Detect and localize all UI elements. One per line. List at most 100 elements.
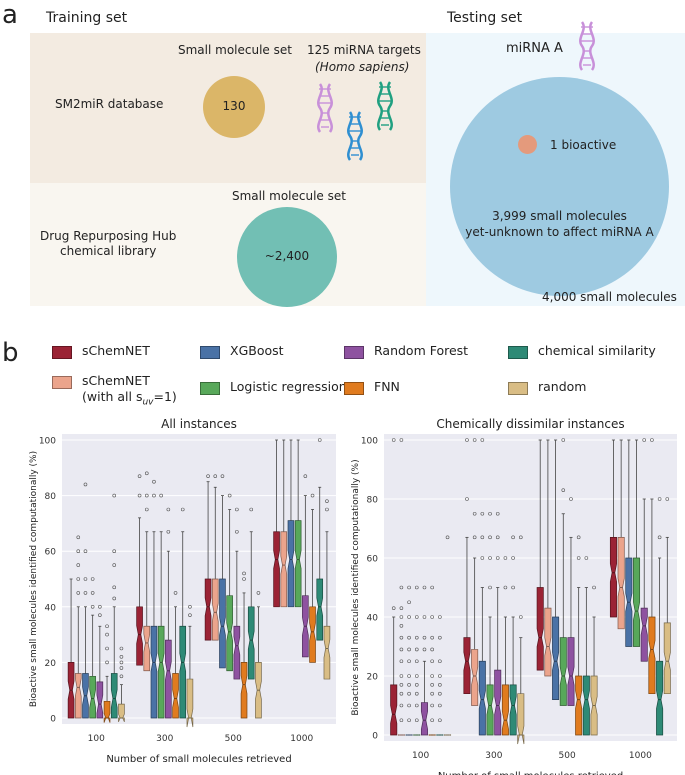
outlier-point bbox=[119, 655, 124, 659]
outlier-point bbox=[119, 666, 124, 670]
panel-b-letter: b bbox=[2, 338, 19, 368]
legend-swatch bbox=[52, 346, 72, 359]
outlier-point bbox=[166, 529, 171, 534]
x-tick-label: 500 bbox=[559, 751, 576, 761]
outlier-point bbox=[438, 683, 442, 687]
outlier-point bbox=[112, 596, 117, 601]
outlier-point bbox=[119, 646, 124, 651]
outlier-point bbox=[407, 718, 411, 723]
outlier-point bbox=[399, 606, 404, 610]
outlier-point bbox=[242, 571, 246, 576]
box bbox=[309, 606, 316, 663]
box bbox=[663, 622, 671, 695]
outlier-point bbox=[407, 615, 411, 619]
bioactive-dot bbox=[518, 135, 537, 154]
box bbox=[136, 606, 143, 666]
outlier-point bbox=[407, 585, 411, 590]
outlier-point bbox=[144, 493, 149, 498]
legend-item-random-forest: Random Forest bbox=[344, 343, 468, 359]
outlier-point bbox=[83, 577, 88, 581]
box bbox=[559, 637, 567, 706]
outlier-point bbox=[112, 549, 117, 553]
box bbox=[89, 675, 96, 719]
legend-label: sChemNET bbox=[82, 343, 150, 358]
outlier-point bbox=[414, 647, 419, 652]
outlier-point bbox=[438, 635, 442, 640]
outlier-point bbox=[399, 615, 404, 619]
outlier-point bbox=[83, 482, 88, 487]
outlier-point bbox=[414, 718, 419, 723]
outlier-point bbox=[518, 615, 523, 619]
outlier-point bbox=[399, 691, 404, 696]
outlier-point bbox=[407, 674, 411, 678]
outlier-point bbox=[98, 613, 102, 617]
box bbox=[273, 531, 280, 608]
outlier-point bbox=[391, 606, 396, 610]
outlier-point bbox=[561, 488, 566, 492]
testing-circle bbox=[450, 77, 669, 296]
mirna-a-label: miRNA A bbox=[506, 41, 563, 56]
y-tick-label: 0 bbox=[50, 715, 56, 725]
box bbox=[517, 693, 525, 745]
outlier-point bbox=[242, 577, 246, 581]
box bbox=[420, 702, 428, 736]
outlier-point bbox=[144, 471, 149, 476]
outlier-point bbox=[488, 535, 492, 540]
outlier-point bbox=[112, 585, 117, 590]
outlier-point bbox=[235, 507, 239, 512]
outlier-point bbox=[152, 493, 156, 498]
outlier-point bbox=[438, 615, 442, 619]
outlier-point bbox=[173, 591, 178, 595]
outlier-point bbox=[399, 683, 404, 687]
outlier-point bbox=[472, 438, 477, 442]
legend-item-fnn: FNN bbox=[344, 379, 400, 395]
box bbox=[544, 607, 552, 677]
outlier-point bbox=[495, 511, 500, 516]
outlier-point bbox=[399, 674, 404, 678]
box bbox=[294, 520, 302, 608]
legend-label-line1: sChemNET bbox=[82, 373, 150, 388]
outlier-point bbox=[407, 600, 411, 605]
box bbox=[478, 660, 486, 736]
outlier-point bbox=[576, 535, 581, 540]
legend-label: Logistic regression bbox=[230, 379, 347, 394]
box bbox=[110, 673, 118, 719]
outlier-point bbox=[407, 683, 411, 687]
box bbox=[501, 684, 509, 736]
outlier-point bbox=[188, 605, 192, 609]
box bbox=[316, 578, 324, 641]
outlier-point bbox=[561, 438, 566, 442]
outlier-point bbox=[90, 591, 95, 595]
circle-2400 bbox=[237, 207, 337, 307]
outlier-point bbox=[317, 438, 322, 442]
legend-item-logistic-regression: Logistic regression bbox=[200, 379, 347, 395]
legend-swatch bbox=[344, 382, 364, 395]
outlier-point bbox=[465, 438, 469, 442]
outlier-point bbox=[438, 703, 442, 708]
outlier-point bbox=[584, 556, 589, 560]
outlier-point bbox=[438, 691, 442, 696]
drug-hub-label-2: chemical library bbox=[60, 244, 157, 258]
box bbox=[567, 637, 575, 706]
outlier-point bbox=[119, 660, 124, 665]
outlier-point bbox=[325, 507, 329, 512]
outlier-point bbox=[430, 647, 434, 652]
outlier-point bbox=[137, 474, 142, 478]
box bbox=[157, 625, 165, 719]
outlier-point bbox=[665, 497, 670, 501]
outlier-point bbox=[569, 497, 573, 501]
box bbox=[172, 673, 179, 719]
circle-2400-label: ~2,400 bbox=[264, 249, 310, 263]
outlier-point bbox=[495, 535, 500, 540]
outlier-point bbox=[430, 674, 434, 678]
box bbox=[118, 703, 125, 723]
outlier-point bbox=[399, 624, 404, 628]
outlier-point bbox=[438, 718, 442, 723]
outlier-point bbox=[414, 703, 419, 708]
outlier-point bbox=[657, 535, 662, 540]
legend-swatch bbox=[200, 346, 220, 359]
y-tick-label: 60 bbox=[367, 555, 379, 565]
outlier-point bbox=[422, 615, 427, 619]
sm2mir-label: SM2miR database bbox=[55, 97, 164, 111]
outlier-point bbox=[407, 703, 411, 708]
